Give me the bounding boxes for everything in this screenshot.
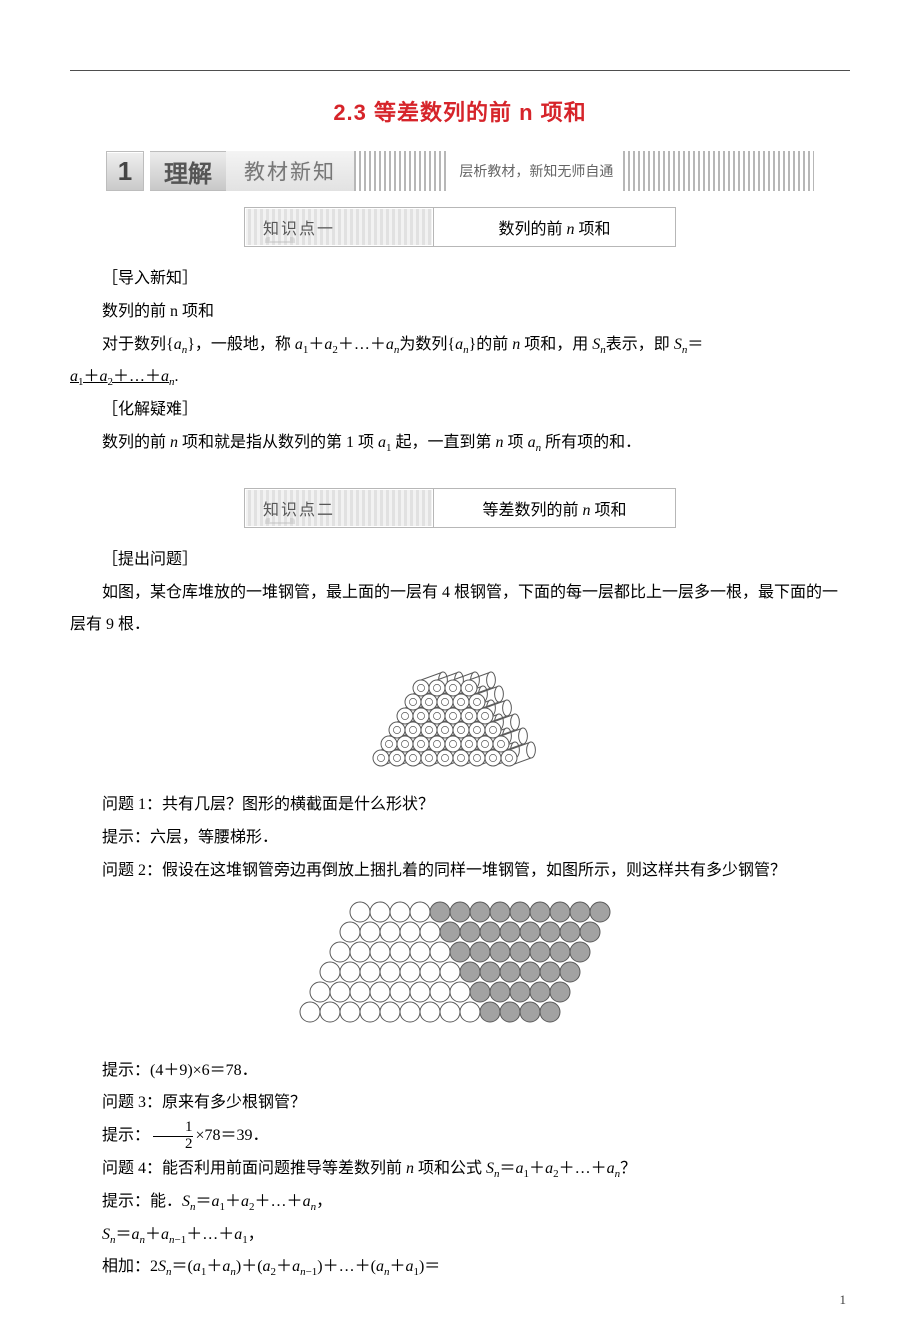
t: }，一般地，称 [187,336,295,353]
banner-sub: 教材新知 [226,151,354,191]
t: ？ [620,1160,636,1177]
t: ＝ [116,1226,132,1243]
knowledge-box-2-title: 等差数列的前 n 项和 [434,489,675,527]
top-rule [70,70,850,71]
para-definition: 对于数列{an}，一般地，称 a1＋a2＋…＋an为数列{an}的前 n 项和，… [70,329,850,362]
knowledge-box-1: 知识点一 数列的前 n 项和 [244,207,676,247]
para-definition-2: a1＋a2＋…＋an. [70,361,850,394]
fraction-half: 12 [153,1120,193,1153]
answer-3: 提示：12×78＝39． [70,1120,850,1153]
t: )＋…＋( [317,1258,376,1275]
knowledge-1-text: 数列的前 n 项和 [498,215,610,239]
heading-intro: ［导入新知］ [70,263,850,296]
t: 对于数列{ [102,336,174,353]
banner-hatch-right [623,151,814,191]
heading-propose: ［提出问题］ [70,544,850,577]
heading-resolve: ［化解疑难］ [70,394,850,427]
t: )＝ [419,1258,440,1275]
t: 项和公式 [414,1160,486,1177]
t: }的前 [469,336,513,353]
t: 项和，用 [520,336,592,353]
para-resolve: 数列的前 n 项和就是指从数列的第 1 项 a1 起，一直到第 n 项 an 所… [70,427,850,460]
t: ×78＝39． [196,1127,269,1144]
t: ＝ [196,1193,212,1210]
banner-label: 理解 [150,151,226,191]
t: ， [248,1226,264,1243]
banner-note: 层析教材，新知无师自通 [449,151,623,191]
t: ＝( [172,1258,193,1275]
question-3: 问题 3：原来有多少根钢管？ [70,1087,850,1120]
t: 提示： [102,1127,150,1144]
t: 表示，即 [606,336,674,353]
question-2: 问题 2：假设在这堆钢管旁边再倒放上捆扎着的同样一堆钢管，如图所示，则这样共有多… [70,855,850,888]
answer-4-line3: 相加：2Sn＝(a1＋an)＋(a2＋an−1)＋…＋(an＋a1)＝ [70,1251,850,1284]
frac-num: 1 [153,1120,193,1136]
t: 相加：2 [102,1258,158,1275]
section-banner: 1 理解 教材新知 层析教材，新知无师自通 [106,151,814,191]
knowledge-box-2-label: 知识点二 [245,489,434,527]
mirrored-pipe-stack-icon [290,896,630,1036]
page-number: 1 [840,1292,847,1308]
answer-1: 提示：六层，等腰梯形． [70,822,850,855]
figure-1 [70,650,850,775]
banner-hatch-left [354,151,449,191]
banner-index: 1 [106,151,144,191]
knowledge-box-1-title: 数列的前 n 项和 [434,208,675,246]
t: . [175,368,179,385]
question-1: 问题 1：共有几层？图形的横截面是什么形状？ [70,789,850,822]
knowledge-box-2: 知识点二 等差数列的前 n 项和 [244,488,676,528]
answer-2: 提示：(4＋9)×6＝78． [70,1055,850,1088]
t: 提示：能． [102,1193,182,1210]
t: ， [316,1193,332,1210]
steel-pipe-stack-icon [350,650,570,770]
page: 2.3 等差数列的前 n 项和 1 理解 教材新知 层析教材，新知无师自通 知识… [0,0,920,1324]
frac-den: 2 [153,1136,193,1153]
t: 问题 4：能否利用前面问题推导等差数列前 [102,1160,406,1177]
t: 为数列{ [399,336,455,353]
para-problem-intro: 如图，某仓库堆放的一堆钢管，最上面的一层有 4 根钢管，下面的每一层都比上一层多… [70,577,850,643]
answer-4-line1: 提示：能．Sn＝a1＋a2＋…＋an， [70,1186,850,1219]
figure-2 [70,896,850,1041]
knowledge-box-1-label: 知识点一 [245,208,434,246]
question-4: 问题 4：能否利用前面问题推导等差数列前 n 项和公式 Sn＝a1＋a2＋…＋a… [70,1153,850,1186]
answer-4-line2: Sn＝an＋an−1＋…＋a1， [70,1219,850,1252]
t: ＝ [687,336,703,353]
knowledge-2-text: 等差数列的前 n 项和 [482,496,626,520]
t: )＋( [236,1258,263,1275]
page-title: 2.3 等差数列的前 n 项和 [70,95,850,127]
subheading-1: 数列的前 n 项和 [70,296,850,329]
